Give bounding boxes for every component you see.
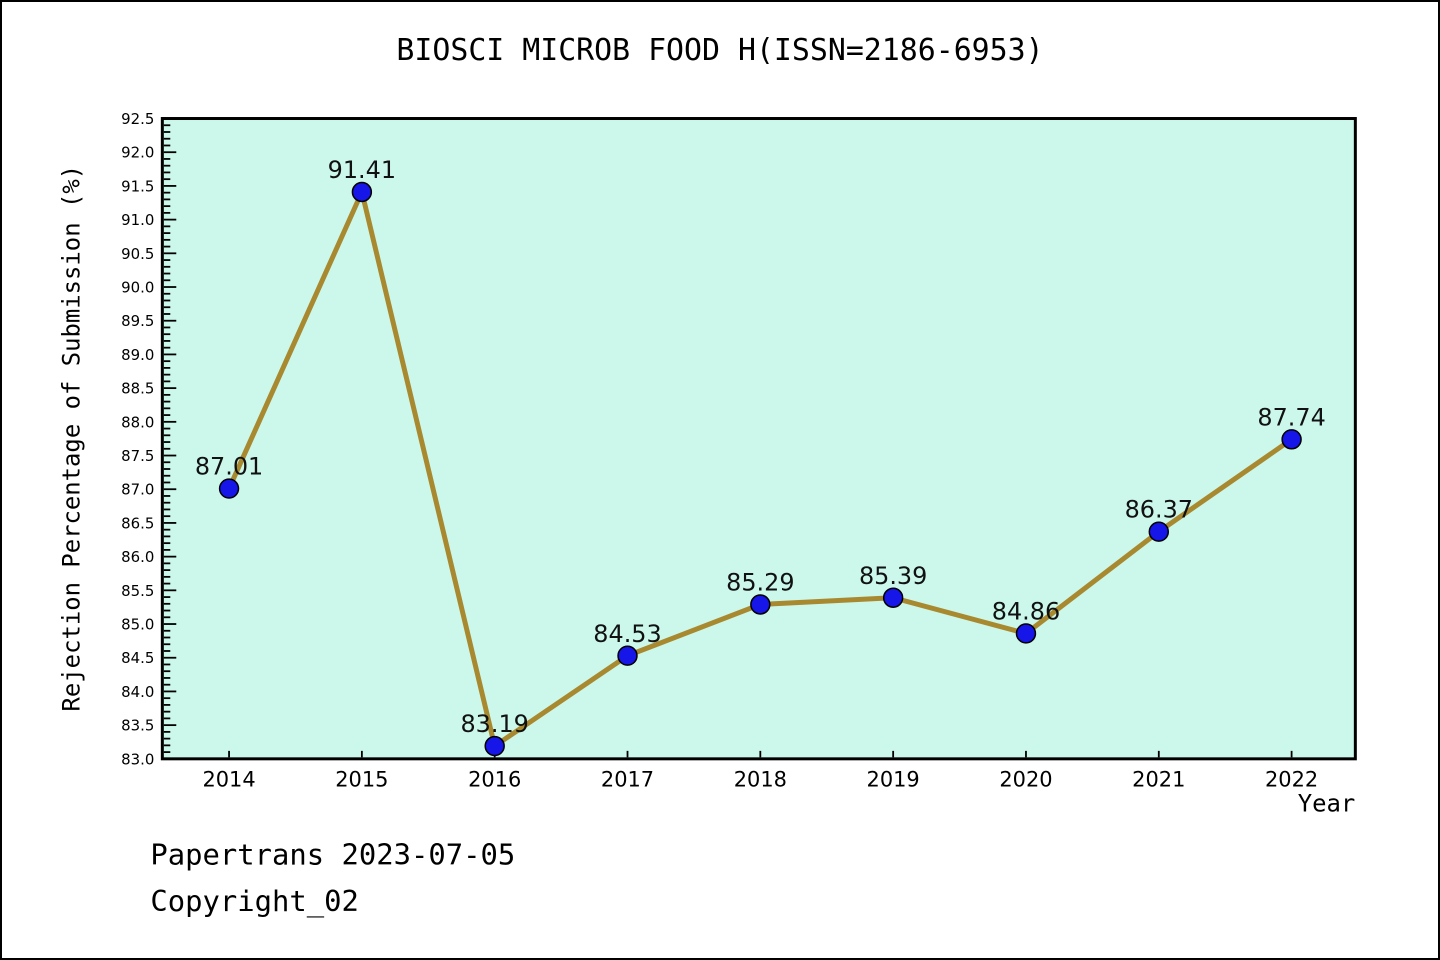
- x-tick-label: 2018: [734, 768, 787, 792]
- data-point-label: 91.41: [328, 156, 396, 184]
- y-tick-label: 87.0: [121, 481, 154, 499]
- x-tick-label: 2014: [202, 768, 255, 792]
- data-point-label: 87.74: [1257, 403, 1325, 431]
- data-point-label: 84.86: [992, 598, 1060, 626]
- x-tick-label: 2022: [1265, 768, 1318, 792]
- y-tick-label: 91.5: [121, 177, 154, 195]
- data-point-marker: [1015, 623, 1037, 644]
- y-tick-label: 83.5: [121, 717, 154, 735]
- y-tick-label: 85.5: [121, 582, 154, 600]
- x-axis-label: Year: [1298, 790, 1356, 818]
- y-tick-label: 84.5: [121, 649, 154, 667]
- y-tick-label: 86.0: [121, 548, 154, 566]
- y-tick-label: 89.5: [121, 312, 154, 330]
- y-tick-label: 87.5: [121, 447, 154, 465]
- chart-title: BIOSCI MICROB FOOD H(ISSN=2186-6953): [396, 33, 1043, 68]
- data-point-marker: [617, 645, 638, 666]
- y-tick-label: 90.0: [121, 278, 154, 296]
- x-tick-label: 2019: [867, 768, 920, 792]
- x-tick-label: 2016: [468, 768, 521, 792]
- data-point-label: 84.53: [593, 620, 661, 648]
- y-tick-label: 85.0: [121, 616, 154, 634]
- y-tick-label: 91.0: [121, 211, 154, 229]
- data-point-marker: [750, 594, 771, 615]
- y-axis-label: Rejection Percentage of Submission (%): [58, 165, 86, 712]
- y-tick-label: 92.0: [121, 144, 154, 162]
- data-point-marker: [882, 587, 904, 608]
- x-tick-label: 2015: [335, 768, 388, 792]
- y-tick-label: 90.5: [121, 245, 154, 263]
- y-tick-label: 83.0: [121, 750, 154, 768]
- plot-area: 83.0 83.5 84.0 84.5 85.0 85.5 86.0 86.5 87.0 87.5…: [121, 110, 1357, 792]
- data-point-label: 85.39: [859, 562, 927, 590]
- axes-frame: [160, 117, 1357, 761]
- data-point-marker: [1148, 521, 1169, 542]
- watermark-copyright: Copyright_02: [150, 884, 359, 919]
- data-point-marker: [351, 181, 373, 203]
- y-tick-label: 86.5: [121, 514, 154, 532]
- data-point-label: 86.37: [1125, 496, 1193, 524]
- x-tick-label: 2017: [601, 768, 654, 792]
- data-point-marker: [1281, 429, 1302, 450]
- y-tick-label: 88.5: [121, 380, 154, 398]
- y-tick-label: 84.0: [121, 683, 154, 701]
- y-tick-label: 89.0: [121, 346, 154, 364]
- data-point-marker: [484, 735, 505, 757]
- y-tick-label: 88.0: [121, 413, 154, 431]
- watermark-papertrans: Papertrans 2023-07-05: [150, 837, 515, 871]
- data-point-label: 87.01: [195, 453, 263, 481]
- plot-background: [162, 118, 1356, 759]
- x-tick-label: 2021: [1132, 768, 1185, 792]
- data-point-label: 83.19: [460, 710, 528, 738]
- x-tick-label: 2020: [999, 768, 1052, 792]
- y-tick-label: 92.5: [121, 110, 154, 128]
- data-point-label: 85.29: [726, 569, 794, 597]
- data-point-marker: [218, 478, 240, 499]
